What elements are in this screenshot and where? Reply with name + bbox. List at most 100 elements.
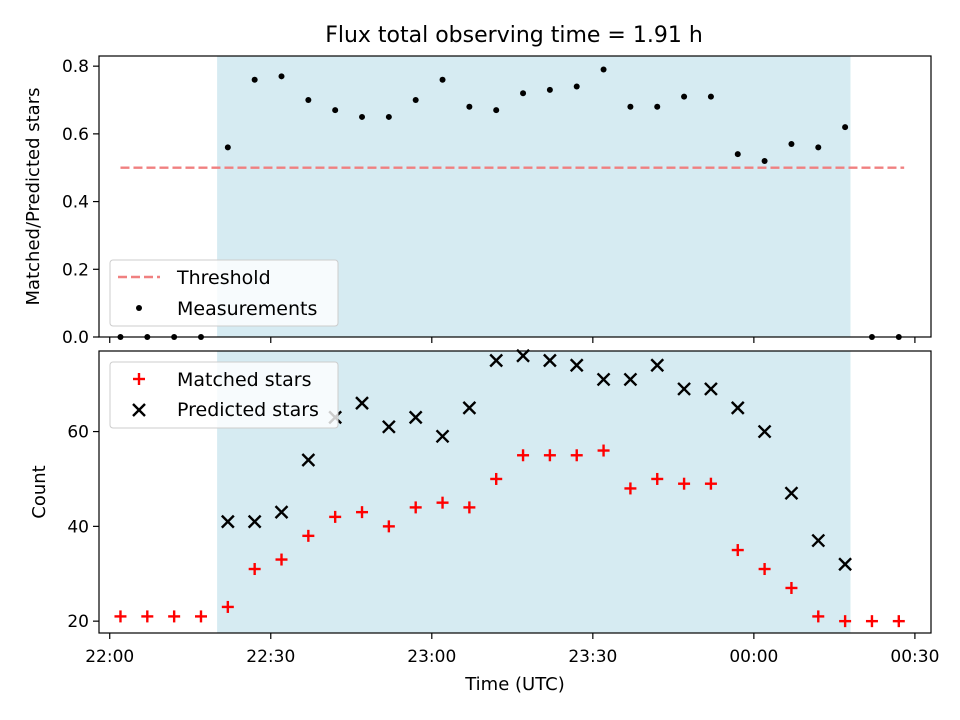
predicted-star-point <box>301 453 316 467</box>
measurement-point <box>439 76 446 83</box>
measurement-point <box>842 124 849 131</box>
matched-star-point <box>194 610 207 623</box>
predicted-star-point <box>757 424 772 439</box>
top-legend-box <box>109 259 339 327</box>
chart-title: Flux total observing time = 1.91 h <box>325 23 703 48</box>
predicted-star-point <box>435 429 450 444</box>
bottom-legend-box <box>109 361 339 429</box>
top-y-axis-label: Matched/Predicted stars <box>23 88 44 306</box>
measurement-point <box>546 86 553 93</box>
measurement-point <box>412 97 419 104</box>
measurement-point <box>627 103 634 110</box>
predicted-star-point <box>704 382 718 396</box>
matched-star-point <box>275 553 288 566</box>
top-legend: Threshold Measurements <box>109 259 339 327</box>
matched-star-point <box>758 563 771 576</box>
top-axes-frame <box>98 55 932 338</box>
matched-star-point <box>651 472 664 485</box>
predicted-star-point <box>220 514 235 529</box>
y-tick-label: 0.0 <box>62 328 89 348</box>
measurement-point <box>305 97 312 104</box>
predicted-star-point <box>623 372 638 387</box>
predicted-star-point <box>355 396 369 410</box>
bottom-y-axis-label: Count <box>29 465 50 518</box>
x-tick-label: 22:30 <box>246 647 295 667</box>
matched-star-point <box>382 520 395 533</box>
matched-star-point <box>436 496 449 509</box>
predicted-star-point <box>811 533 826 548</box>
matched-star-point <box>329 510 342 523</box>
matched-star-point <box>248 563 261 576</box>
predicted-star-point <box>784 486 799 501</box>
y-tick-label: 0.2 <box>62 260 89 280</box>
measurement-point <box>654 103 661 110</box>
bottom-axes-frame <box>98 350 932 634</box>
matched-star-point <box>463 501 476 514</box>
measurement-point <box>385 113 392 120</box>
matched-star-point <box>356 506 369 519</box>
matched-star-point <box>409 501 422 514</box>
y-tick-label: 0.4 <box>62 193 89 213</box>
predicted-star-point <box>650 358 665 373</box>
measurement-point <box>466 103 473 110</box>
predicted-star-point <box>838 557 852 572</box>
matched-star-point <box>517 449 530 462</box>
predicted-star-point <box>489 353 504 368</box>
bottom-y-ticks: 20 40 60 <box>67 423 99 632</box>
measurement-point <box>681 93 688 100</box>
predicted-star-point <box>569 358 584 373</box>
measurement-point <box>600 66 607 73</box>
y-tick-label: 0.8 <box>62 57 89 77</box>
y-tick-label: 60 <box>67 423 89 443</box>
measurement-point <box>734 151 741 158</box>
y-tick-label: 40 <box>67 517 89 537</box>
predicted-star-point <box>543 353 557 368</box>
matched-star-point <box>624 482 637 495</box>
matched-star-point <box>221 600 234 613</box>
legend-measurements-label: Measurements <box>177 298 317 320</box>
x-axis-label: Time (UTC) <box>464 674 565 695</box>
measurement-point <box>359 113 366 120</box>
measurement-point <box>224 144 231 151</box>
matched-star-point <box>678 477 691 490</box>
matched-stars-series <box>114 444 905 628</box>
matched-star-point <box>839 615 852 628</box>
legend-predicted-label: Predicted stars <box>177 399 319 421</box>
measurements-series <box>117 66 902 340</box>
matched-star-point <box>114 610 127 623</box>
top-y-ticks: 0.0 0.2 0.4 0.6 0.8 <box>62 57 99 348</box>
y-tick-label: 0.6 <box>62 125 89 145</box>
matched-star-point <box>490 472 503 485</box>
ratio-subplot: 0.00.20.40.60.8 Matched/Predicted stars … <box>23 55 932 348</box>
measurement-point <box>332 107 339 114</box>
matched-star-point <box>168 610 181 623</box>
legend-matched-label: Matched stars <box>177 369 311 391</box>
x-tick-label: 22:00 <box>85 647 134 667</box>
measurement-point <box>707 93 714 100</box>
matched-star-point <box>704 477 717 490</box>
legend-x-marker <box>132 403 146 417</box>
predicted-star-point <box>408 410 423 425</box>
x-tick-label: 23:00 <box>407 647 456 667</box>
matched-star-point <box>812 610 825 623</box>
top-x-ticks <box>109 337 916 343</box>
x-tick-label: 00:00 <box>729 647 778 667</box>
matched-star-point <box>141 610 154 623</box>
predicted-stars-series <box>220 348 852 572</box>
bottom-x-ticks: 22:00 22:30 23:00 23:30 00:00 00:30 <box>85 633 939 667</box>
matched-star-point <box>570 449 583 462</box>
legend-measurements-swatch <box>136 305 142 311</box>
matched-star-point <box>731 544 744 557</box>
matched-star-point <box>785 581 798 594</box>
predicted-star-point <box>247 514 262 529</box>
measurement-point <box>251 76 258 83</box>
measurement-point <box>761 157 768 164</box>
x-tick-label: 23:30 <box>568 647 617 667</box>
measurement-point <box>520 90 527 97</box>
y-tick-label: 20 <box>67 612 89 632</box>
predicted-star-point <box>462 401 477 415</box>
bottom-legend: Matched stars Predicted stars <box>109 361 339 429</box>
predicted-star-point <box>516 348 530 363</box>
measurement-point <box>788 141 795 148</box>
